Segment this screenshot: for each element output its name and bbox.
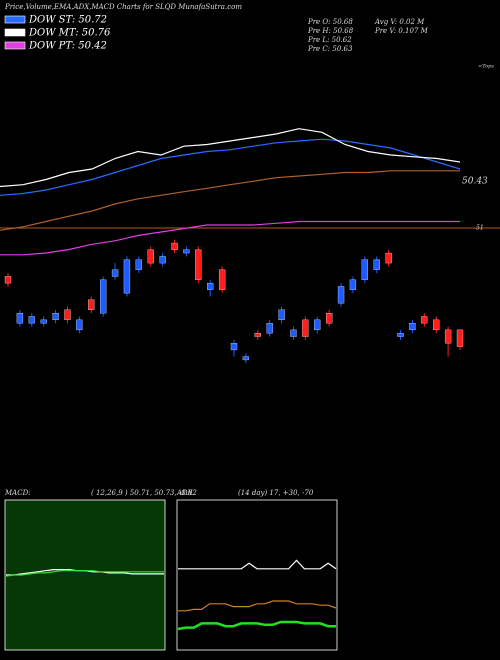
panel-title: ADX: [176, 489, 194, 497]
candle-body: [230, 343, 238, 351]
series-line: [177, 620, 336, 631]
candle-body: [64, 309, 71, 321]
panel-subtitle: (14 day) 17, +30, -70: [238, 489, 314, 497]
info-text: Pre C: 50.63: [307, 45, 353, 53]
legend-label: DOW PT: 50.42: [28, 41, 107, 52]
candle-body: [397, 333, 404, 337]
candle-body: [28, 316, 35, 324]
candle-body: [195, 249, 202, 280]
candle-body: [385, 252, 392, 264]
candle-body: [100, 279, 107, 314]
candle-body: [433, 319, 440, 331]
candle-body: [361, 259, 368, 280]
adx-panel: [176, 499, 338, 651]
candle-body: [207, 282, 214, 290]
candle-body: [254, 333, 261, 337]
candle-body: [409, 323, 416, 331]
candle-body: [266, 323, 273, 334]
legend-swatch: [4, 15, 26, 24]
series-line: [0, 128, 461, 188]
candle-body: [444, 329, 452, 344]
legend-label: DOW ST: 50.72: [28, 15, 107, 26]
page-title: Price,Volume,EMA,ADX,MACD Charts for SLQ…: [4, 3, 242, 11]
candle-body: [290, 329, 297, 337]
candle-body: [40, 319, 47, 324]
candle-body: [326, 313, 333, 324]
candle-body: [88, 299, 95, 310]
annotation: <Tops: [478, 64, 494, 70]
candle-body: [147, 249, 154, 264]
candle-body: [16, 313, 24, 324]
candle-body: [278, 309, 285, 321]
candle-body: [52, 313, 59, 321]
candle-body: [337, 286, 345, 304]
candle-body: [171, 242, 178, 250]
candle-body: [123, 259, 131, 294]
series-line: [0, 138, 461, 196]
series-line: [178, 559, 337, 570]
series-line: [5, 570, 164, 577]
legend-swatch: [4, 28, 26, 37]
candle-body: [242, 356, 250, 361]
panel-subtitle: ( 12,26,9 ) 50.71, 50.73, -0.02: [91, 489, 197, 497]
candle-body: [421, 316, 428, 324]
info-text: Pre H: 50.68: [307, 27, 354, 35]
info-text: Avg V: 0.02 M: [374, 18, 425, 26]
candle-body: [183, 249, 190, 254]
candle-body: [373, 259, 380, 270]
candle-body: [218, 269, 226, 290]
candle-body: [456, 329, 464, 347]
panel-title: MACD:: [4, 489, 31, 497]
info-text: Pre L: 50.62: [307, 36, 352, 44]
candle-body: [159, 256, 166, 264]
candle-body: [302, 319, 309, 337]
info-text: Pre V: 0.107 M: [374, 27, 429, 35]
candle-body: [4, 276, 12, 284]
series-line: [178, 600, 337, 612]
annotation: 51: [476, 225, 484, 232]
candle-body: [135, 259, 142, 270]
annotation: 50.43: [462, 177, 488, 187]
macd-panel: [4, 499, 166, 651]
series-line: [0, 170, 460, 231]
info-text: Pre O: 50.68: [307, 18, 353, 26]
series-line: [0, 220, 460, 256]
candle-body: [314, 319, 321, 331]
candle-body: [76, 319, 83, 331]
legend-label: DOW MT: 50.76: [28, 28, 111, 39]
candle-body: [349, 279, 357, 290]
legend-swatch: [4, 41, 26, 50]
candle-body: [111, 269, 119, 277]
